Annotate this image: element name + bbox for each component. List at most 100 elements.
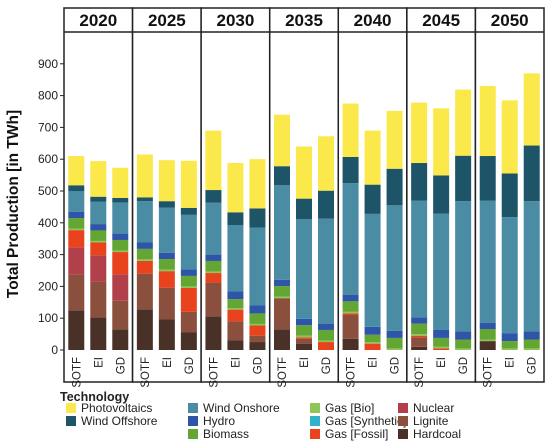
bar-segment-hardcoal: [274, 329, 290, 350]
bar-segment-wind_onshore: [318, 218, 334, 324]
bar-segment-wind_onshore: [112, 202, 129, 234]
scenario-label: SOTF: [346, 357, 358, 388]
scenario-label: SOTF: [277, 357, 289, 388]
bar-segment-hardcoal: [136, 309, 153, 350]
legend: Technology Photovoltaics Wind Onshore Gas …: [58, 390, 544, 441]
legend-label: Gas [Bio]: [325, 401, 375, 415]
bar-segment-wind_onshore: [227, 225, 244, 292]
bar-segment-hydro: [205, 254, 222, 261]
bar-segment-nuclear: [90, 255, 107, 282]
y-tick-label: 0: [51, 343, 58, 357]
bar-segment-wind_offshore: [364, 184, 381, 214]
y-tick-label: 100: [38, 311, 58, 325]
bar-segment-biomass: [136, 248, 153, 260]
bar-segment-gas_bio: [455, 348, 472, 350]
bar-segment-wind_offshore: [342, 156, 359, 184]
bar-segment-wind_onshore: [158, 207, 175, 253]
bar-segment-gas_bio: [342, 311, 359, 314]
bar-segment-hydro: [318, 323, 334, 330]
bar-segment-hardcoal: [296, 343, 312, 350]
legend-swatch: [66, 416, 76, 426]
bar-segment-lignite: [90, 281, 107, 318]
bar-segment-wind_onshore: [501, 217, 518, 334]
y-tick-label: 800: [38, 89, 58, 103]
bar-segment-biomass: [158, 259, 175, 270]
bar-segment-wind_onshore: [205, 202, 222, 255]
bar-segment-wind_offshore: [180, 207, 197, 215]
bar-segment-wind_offshore: [158, 201, 175, 208]
year-label: 2045: [422, 11, 460, 30]
scenario-label: EI: [162, 357, 174, 368]
legend-item-gas_fossil: Gas [Fossil]: [310, 428, 388, 441]
bar-segment-gas_fossil: [180, 287, 197, 312]
bar-segment-photovoltaics: [342, 103, 359, 157]
legend-item-wind_onshore: Wind Onshore: [188, 402, 280, 415]
bars: [68, 73, 540, 350]
bar-segment-hydro: [90, 224, 107, 231]
legend-swatch: [398, 403, 408, 413]
legend-label: Biomass: [203, 427, 250, 441]
bar-segment-photovoltaics: [479, 86, 496, 157]
scenario-label: GD: [527, 357, 539, 374]
bar-segment-hydro: [112, 233, 129, 240]
legend-item-lignite: Lignite: [398, 415, 448, 428]
y-axis: 0 100 200 300 400 500 600 700 800 900: [38, 57, 64, 357]
year-label: 2035: [285, 11, 323, 30]
bar-segment-hydro: [523, 331, 540, 340]
bar-segment-biomass: [523, 339, 540, 349]
scenario-label: GD: [458, 357, 470, 374]
y-axis-label: Total Production [in TWh]: [5, 110, 22, 298]
bar-segment-hardcoal: [479, 341, 496, 350]
y-tick-label: 300: [38, 248, 58, 262]
bar-segment-gas_bio: [112, 250, 129, 253]
bar-segment-biomass: [112, 239, 129, 251]
bar-segment-gas_fossil: [364, 343, 381, 350]
bar-segment-wind_offshore: [318, 190, 334, 219]
bar-segment-hardcoal: [205, 316, 222, 350]
bar-segment-wind_offshore: [523, 145, 540, 202]
bar-segment-photovoltaics: [205, 130, 222, 191]
bar-segment-lignite: [274, 298, 290, 330]
bar-segment-biomass: [205, 260, 222, 272]
scenario-label: EI: [299, 357, 311, 368]
bar-segment-photovoltaics: [274, 114, 290, 167]
bar-segment-lignite: [180, 311, 197, 333]
bar-segment-hardcoal: [68, 310, 85, 350]
legend-label: Lignite: [413, 414, 449, 428]
legend-item-photovoltaics: Photovoltaics: [66, 402, 152, 415]
scenario-label: SOTF: [140, 357, 152, 388]
bar-segment-lignite: [296, 338, 312, 344]
y-tick-label: 700: [38, 120, 58, 134]
legend-item-biomass: Biomass: [188, 428, 249, 441]
legend-swatch: [398, 429, 408, 439]
bar-segment-nuclear: [68, 247, 85, 275]
bar-segment-wind_onshore: [479, 200, 496, 323]
scenario-label: EI: [436, 357, 448, 368]
legend-label: Gas [Synthetic]: [325, 414, 407, 428]
legend-label: Nuclear: [413, 401, 455, 415]
bar-segment-gas_bio: [318, 340, 334, 343]
bar-segment-wind_onshore: [90, 201, 107, 225]
bar-segment-biomass: [433, 337, 450, 347]
legend-label: Wind Onshore: [203, 401, 280, 415]
bar-segment-photovoltaics: [180, 160, 197, 208]
bar-segment-lignite: [158, 287, 175, 320]
bar-segment-gas_fossil: [433, 348, 450, 350]
bar-segment-photovoltaics: [90, 161, 107, 197]
bar-segment-wind_onshore: [249, 227, 266, 306]
scenario-label: GD: [115, 357, 127, 374]
year-label: 2020: [79, 11, 117, 30]
bar-segment-hardcoal: [158, 319, 175, 350]
scenario-label: SOTF: [483, 357, 495, 388]
bar-segment-wind_offshore: [227, 212, 244, 226]
bar-segment-wind_onshore: [274, 185, 290, 280]
legend-label: Photovoltaics: [81, 401, 153, 415]
bar-segment-gas_fossil: [205, 273, 222, 283]
bar-segment-gas_fossil: [411, 335, 428, 338]
legend-swatch: [310, 416, 320, 426]
bar-segment-gas_fossil: [227, 309, 244, 322]
bar-segment-wind_offshore: [274, 166, 290, 186]
bar-segment-hydro: [433, 329, 450, 338]
bar-segment-hardcoal: [342, 338, 359, 350]
bar-segment-gas_fossil: [342, 313, 359, 316]
